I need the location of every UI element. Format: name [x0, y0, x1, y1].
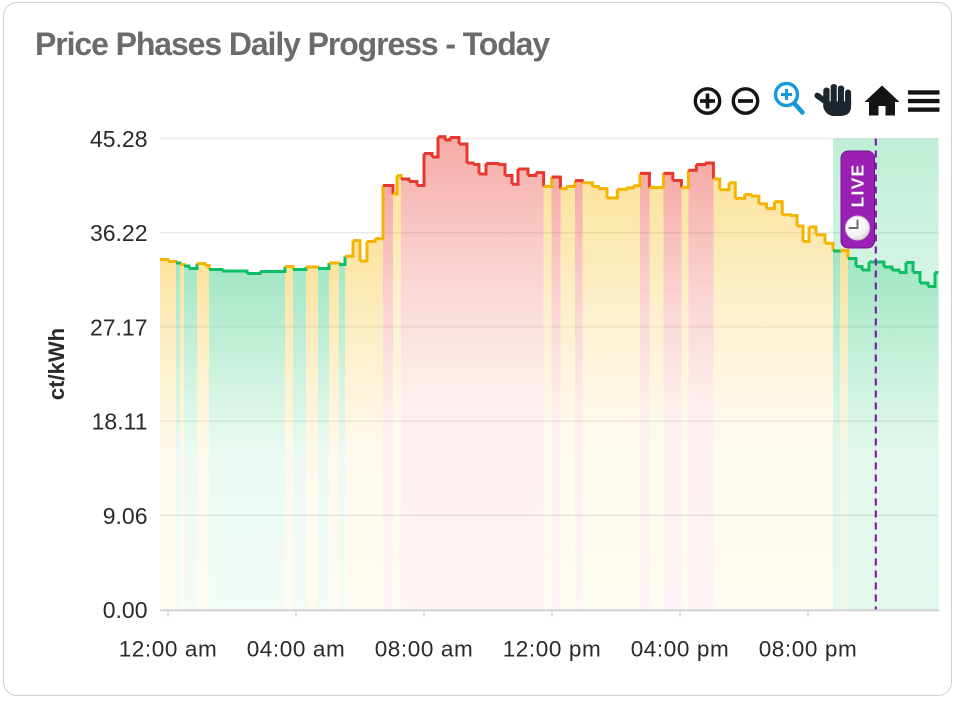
svg-text:12:00 pm: 12:00 pm: [503, 637, 602, 662]
svg-text:9.06: 9.06: [103, 503, 148, 529]
svg-text:LIVE: LIVE: [848, 164, 868, 208]
svg-text:45.28: 45.28: [90, 126, 148, 152]
svg-text:04:00 pm: 04:00 pm: [631, 637, 730, 662]
svg-text:36.22: 36.22: [90, 220, 148, 246]
svg-text:0.00: 0.00: [103, 597, 148, 623]
svg-text:08:00 am: 08:00 am: [375, 637, 474, 662]
svg-text:12:00 am: 12:00 am: [119, 637, 218, 662]
svg-text:18.11: 18.11: [92, 409, 148, 435]
svg-text:04:00 am: 04:00 am: [247, 637, 346, 662]
svg-text:27.17: 27.17: [90, 314, 148, 340]
svg-text:ct/kWh: ct/kWh: [44, 328, 69, 400]
svg-text:08:00 pm: 08:00 pm: [759, 637, 858, 662]
